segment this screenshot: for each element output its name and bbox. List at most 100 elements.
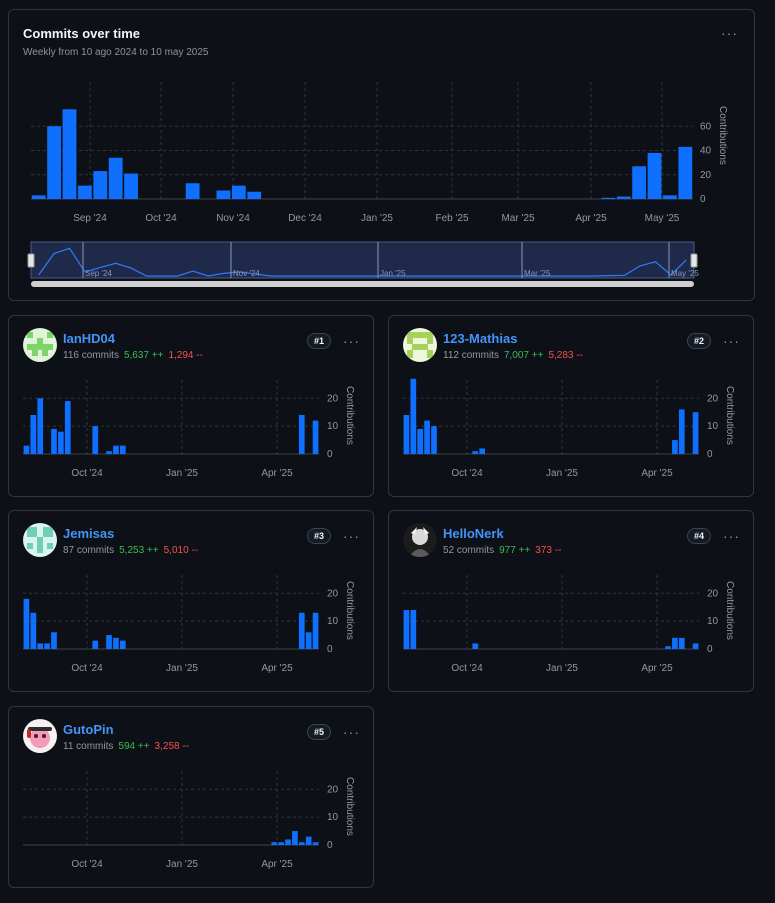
deletions-count: 373 -- <box>535 545 562 556</box>
commit-count: 112 commits <box>443 350 499 361</box>
contributor-menu-button[interactable]: ··· <box>343 528 360 544</box>
navigator-scrollbar <box>31 281 694 287</box>
navigator-tick-label: May '25 <box>671 269 699 278</box>
bar <box>231 185 246 199</box>
contributor-card-3: Jemisas 87 commits 5,253 ++ 5,010 -- #3 ··… <box>8 510 374 692</box>
bar <box>37 398 44 454</box>
bar <box>647 152 662 199</box>
y-tick-label: 10 <box>707 616 719 627</box>
navigator-right-handle <box>690 253 698 268</box>
bar <box>312 842 319 845</box>
bar <box>119 640 126 649</box>
bar <box>601 197 616 199</box>
y-tick-label: 20 <box>327 588 339 599</box>
y-tick-label: 20 <box>707 393 719 404</box>
bar <box>410 610 417 649</box>
navigator-tick-label: Jan '25 <box>380 269 406 278</box>
main-chart: Sep '24 Oct '24 Nov '24 Dec '24 Jan '25 Feb '… <box>27 82 728 287</box>
deletions-count: 5,283 -- <box>548 350 583 361</box>
y-tick-label: 20 <box>700 170 712 181</box>
avatar[interactable] <box>23 719 57 753</box>
x-tick-label: Oct '24 <box>451 663 483 674</box>
contributor-stats: 112 commits 7,007 ++ 5,283 -- <box>443 350 583 361</box>
bar <box>632 166 647 199</box>
commit-count: 87 commits <box>63 545 115 556</box>
y-tick-label: 10 <box>707 421 719 432</box>
bar <box>663 195 677 199</box>
contributor-name[interactable]: IanHD04 <box>63 331 116 346</box>
chart-title: Commits over time <box>23 26 141 41</box>
x-tick-label: Apr '25 <box>641 663 673 674</box>
y-tick-label: 0 <box>707 644 713 655</box>
y-tick-label: 0 <box>327 644 333 655</box>
bar <box>298 612 305 649</box>
contributor-menu-button[interactable]: ··· <box>723 333 740 349</box>
contributor-stats: 87 commits 5,253 ++ 5,010 -- <box>63 545 198 556</box>
bar <box>30 612 37 649</box>
bar <box>692 412 699 454</box>
x-tick-label: Oct '24 <box>71 663 103 674</box>
y-tick-label: 10 <box>327 616 339 627</box>
x-tick-label: Jan '25 <box>166 468 198 479</box>
bar <box>64 401 71 454</box>
y-tick-label: 20 <box>327 784 339 795</box>
bar <box>298 415 305 454</box>
contributor-name[interactable]: HelloNerk <box>443 526 504 541</box>
x-tick-label: Jan '25 <box>166 663 198 674</box>
contributor-card-2: 123-Mathias 112 commits 7,007 ++ 5,283 -- … <box>388 315 754 497</box>
x-tick-label: Jan '25 <box>166 859 198 870</box>
avatar[interactable] <box>23 328 57 362</box>
avatar[interactable] <box>23 523 57 557</box>
y-axis-label: Contributions <box>344 777 355 836</box>
x-tick-label: Oct '24 <box>451 468 483 479</box>
bar <box>431 426 437 454</box>
avatar[interactable] <box>403 328 437 362</box>
bar <box>23 598 30 649</box>
x-tick-label: Oct '24 <box>71 468 103 479</box>
navigator-tick-label: Nov '24 <box>233 269 260 278</box>
commit-count: 11 commits <box>63 741 114 752</box>
y-tick-label: 0 <box>327 840 333 851</box>
chart-menu-button[interactable]: ··· <box>721 25 738 41</box>
bar <box>665 646 671 649</box>
additions-count: 594 ++ <box>118 741 150 752</box>
avatar[interactable] <box>403 523 437 557</box>
y-tick-label: 20 <box>327 393 339 404</box>
rank-badge: #5 <box>307 724 331 740</box>
bar <box>247 191 262 199</box>
x-tick-label: Oct '24 <box>145 213 177 224</box>
contributor-menu-button[interactable]: ··· <box>343 724 360 740</box>
bar <box>106 451 112 454</box>
x-tick-label: Sep '24 <box>73 213 107 224</box>
bar <box>119 445 126 454</box>
x-tick-label: Apr '25 <box>261 859 293 870</box>
bar <box>62 109 77 199</box>
y-tick-label: 0 <box>700 194 706 205</box>
x-tick-label: Apr '25 <box>261 663 293 674</box>
contributor-name[interactable]: 123-Mathias <box>443 331 518 346</box>
bar <box>410 378 417 454</box>
navigator-series-line <box>38 247 687 277</box>
bar <box>678 146 693 199</box>
contributor-stats: 116 commits 5,637 ++ 1,294 -- <box>63 350 203 361</box>
contributor-card-4: HelloNerk 52 commits 977 ++ 373 -- #4 ··· … <box>388 510 754 692</box>
bar <box>113 445 119 454</box>
bar <box>31 195 46 199</box>
y-axis-label: Contributions <box>724 386 735 445</box>
bar <box>30 415 37 454</box>
contributor-name[interactable]: GutoPin <box>63 722 114 737</box>
bar <box>479 448 486 454</box>
y-tick-label: 10 <box>327 421 339 432</box>
contributor-chart: Oct '24 Jan '25 Apr '25 0 10 20 Contributions <box>403 378 735 479</box>
contributor-menu-button[interactable]: ··· <box>343 333 360 349</box>
bar <box>44 643 50 649</box>
deletions-count: 1,294 -- <box>168 350 203 361</box>
x-tick-label: May '25 <box>645 213 680 224</box>
contributor-name[interactable]: Jemisas <box>63 526 115 541</box>
bar <box>312 420 319 454</box>
deletions-count: 3,258 -- <box>154 741 190 752</box>
bar <box>185 183 200 199</box>
contributor-menu-button[interactable]: ··· <box>723 528 740 544</box>
bar <box>51 632 57 649</box>
bar <box>692 643 699 649</box>
